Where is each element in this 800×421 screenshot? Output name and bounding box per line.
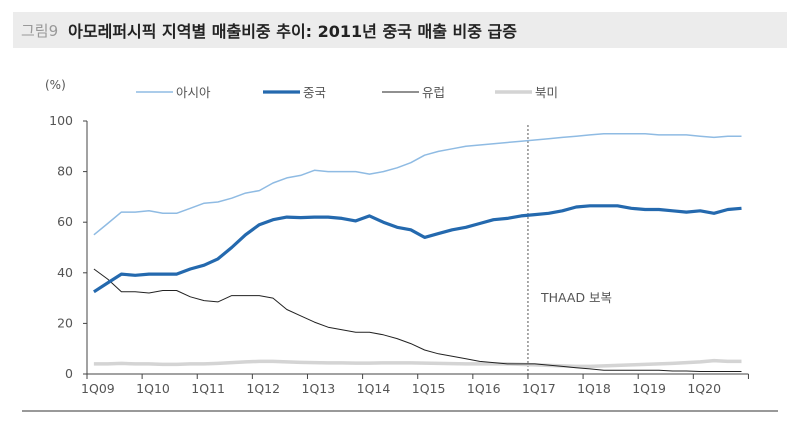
x-tick-label: 1Q20 xyxy=(687,381,721,396)
y-axis-unit: (%) xyxy=(45,78,66,92)
x-tick-label: 1Q17 xyxy=(522,381,556,396)
series-line-아시아 xyxy=(93,132,742,236)
y-tick-label: 40 xyxy=(57,265,73,280)
legend-label: 아시아 xyxy=(176,85,211,100)
x-tick-label: 1Q13 xyxy=(302,381,336,396)
annotation-label: THAAD 보복 xyxy=(540,290,612,305)
series-line-중국 xyxy=(93,204,742,294)
x-tick-label: 1Q18 xyxy=(577,381,611,396)
x-tick-label: 1Q19 xyxy=(632,381,666,396)
x-tick-label: 1Q12 xyxy=(246,381,280,396)
y-tick-label: 0 xyxy=(65,366,73,381)
x-tick-label: 1Q14 xyxy=(357,381,391,396)
x-tick-label: 1Q09 xyxy=(81,381,115,396)
series-line-유럽 xyxy=(93,268,742,372)
legend-label: 중국 xyxy=(303,85,326,100)
x-tick-label: 1Q16 xyxy=(467,381,501,396)
title-bar: 그림9 아모레퍼시픽 지역별 매출비중 추이: 2011년 중국 매출 비중 급… xyxy=(13,12,787,48)
y-tick-label: 100 xyxy=(49,113,73,128)
legend-label: 북미 xyxy=(535,85,558,100)
y-tick-label: 60 xyxy=(57,214,73,229)
x-tick-label: 1Q10 xyxy=(136,381,170,396)
figure-label: 그림9 xyxy=(21,21,59,40)
x-tick-label: 1Q11 xyxy=(191,381,225,396)
chart-title: 아모레퍼시픽 지역별 매출비중 추이: 2011년 중국 매출 비중 급증 xyxy=(68,22,517,41)
x-tick-label: 1Q15 xyxy=(412,381,446,396)
series-line-북미 xyxy=(93,358,742,369)
y-tick-label: 20 xyxy=(57,315,73,330)
y-tick-label: 80 xyxy=(57,164,73,179)
legend-label: 유럽 xyxy=(422,85,445,100)
